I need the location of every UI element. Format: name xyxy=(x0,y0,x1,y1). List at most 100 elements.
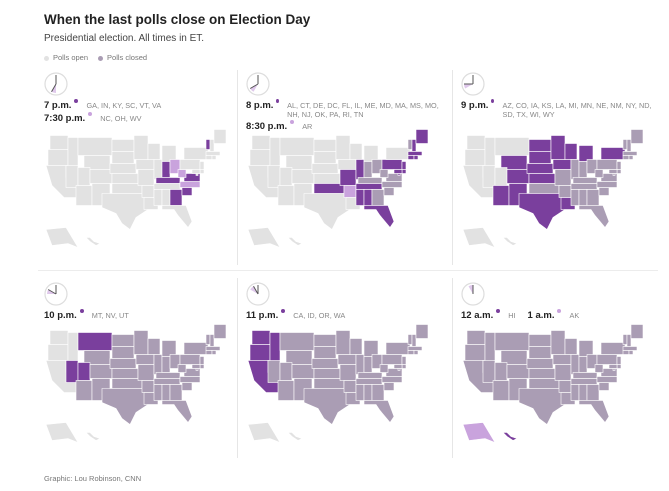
closing-times: 7 p.m. GA, IN, KY, SC, VT, VA 7:30 p.m. NC,… xyxy=(44,99,161,126)
state-MO xyxy=(554,364,572,381)
state-WV xyxy=(177,364,187,373)
state-MS xyxy=(355,189,365,206)
state-ND xyxy=(528,139,552,152)
state-FL xyxy=(161,205,193,229)
state-AZ xyxy=(492,380,510,401)
state-list: NC, OH, WV xyxy=(100,114,142,123)
state-IL xyxy=(355,354,365,375)
state-WA xyxy=(49,330,69,345)
state-VT xyxy=(622,334,628,345)
closing-row: 8:30 p.m. AR xyxy=(246,120,440,132)
state-SD xyxy=(528,346,552,359)
clock-icon xyxy=(461,72,485,96)
state-OR xyxy=(464,344,486,361)
closing-row: 9 p.m. AZ, CO, IA, KS, LA, MI, MN, NE, NM… xyxy=(461,99,655,119)
state-MI xyxy=(578,340,594,357)
state-IL xyxy=(153,159,163,180)
state-NH xyxy=(209,139,215,152)
state-MO xyxy=(554,169,572,186)
state-NE xyxy=(526,163,554,174)
state-MN xyxy=(550,330,566,355)
state-ID xyxy=(67,137,79,168)
state-MI xyxy=(161,340,177,357)
state-MN xyxy=(335,330,351,355)
state-WI xyxy=(349,338,363,355)
state-MT xyxy=(77,332,113,351)
us-map xyxy=(45,324,227,444)
state-AZ xyxy=(75,185,93,206)
state-SC xyxy=(383,382,395,391)
panel-1: 8 p.m. AL, CT, DE, DC, FL, IL, ME, MD, MA… xyxy=(240,68,440,258)
state-TX xyxy=(303,388,351,425)
state-AK xyxy=(45,227,79,249)
state-AZ xyxy=(492,185,510,206)
chart-title: When the last polls close on Election Da… xyxy=(44,12,311,27)
state-NE xyxy=(526,358,554,369)
state-ND xyxy=(528,334,552,347)
state-WA xyxy=(251,330,271,345)
state-ID xyxy=(67,332,79,363)
state-ME xyxy=(415,324,429,339)
state-IA xyxy=(552,159,572,170)
state-AK xyxy=(45,422,79,444)
state-CO xyxy=(506,364,530,379)
state-NJ xyxy=(401,161,407,170)
state-CT xyxy=(205,155,213,160)
state-NH xyxy=(209,334,215,347)
state-WI xyxy=(147,143,161,160)
closing-times: 10 p.m. MT, NV, UT xyxy=(44,309,129,323)
state-WV xyxy=(594,364,604,373)
state-CO xyxy=(89,169,113,184)
closing-row: 11 p.m. CA, ID, OR, WA xyxy=(246,309,345,321)
state-WI xyxy=(349,143,363,160)
closing-row: 12 a.m. HI xyxy=(461,309,516,321)
state-MA xyxy=(205,346,221,351)
state-NY xyxy=(385,342,411,355)
state-FL xyxy=(578,205,610,229)
state-NY xyxy=(600,147,626,160)
state-MA xyxy=(407,346,423,351)
state-RI xyxy=(628,155,634,160)
us-map xyxy=(45,129,227,249)
closing-time: 9 p.m. xyxy=(461,100,489,111)
state-IN xyxy=(161,356,171,373)
state-AL xyxy=(161,189,171,206)
state-RI xyxy=(211,350,217,355)
state-KY xyxy=(155,372,181,379)
state-CT xyxy=(407,350,415,355)
state-IA xyxy=(337,354,357,365)
divider xyxy=(237,278,238,458)
state-list: AL, CT, DE, DC, FL, IL, ME, MD, MA, MS, … xyxy=(287,101,439,119)
state-KY xyxy=(572,177,598,184)
state-NJ xyxy=(401,356,407,365)
state-MO xyxy=(339,364,357,381)
closing-row: 8 p.m. AL, CT, DE, DC, FL, IL, ME, MD, MA… xyxy=(246,99,440,119)
state-AK xyxy=(462,227,496,249)
state-IN xyxy=(578,161,588,178)
state-AL xyxy=(363,189,373,206)
state-CO xyxy=(506,169,530,184)
state-AR xyxy=(558,185,572,198)
closing-row: 7 p.m. GA, IN, KY, SC, VT, VA xyxy=(44,99,161,111)
clock-icon xyxy=(461,282,485,306)
state-IL xyxy=(570,159,580,180)
state-MA xyxy=(622,346,638,351)
state-ID xyxy=(269,332,281,363)
state-list: AK xyxy=(569,311,580,320)
state-OR xyxy=(249,344,271,361)
state-MA xyxy=(407,151,423,156)
state-ND xyxy=(313,139,337,152)
state-TN xyxy=(570,183,598,190)
state-OK xyxy=(111,183,143,194)
state-NH xyxy=(411,139,417,152)
closing-time: 1 a.m. xyxy=(527,310,555,321)
state-UT xyxy=(494,167,508,186)
closing-time: 8 p.m. xyxy=(246,100,274,111)
state-ME xyxy=(415,129,429,144)
legend-closed-swatch xyxy=(98,55,104,61)
status-dot xyxy=(281,309,286,313)
state-MI xyxy=(578,145,594,162)
state-KS xyxy=(313,368,341,379)
state-FL xyxy=(363,205,395,229)
state-NE xyxy=(311,163,339,174)
